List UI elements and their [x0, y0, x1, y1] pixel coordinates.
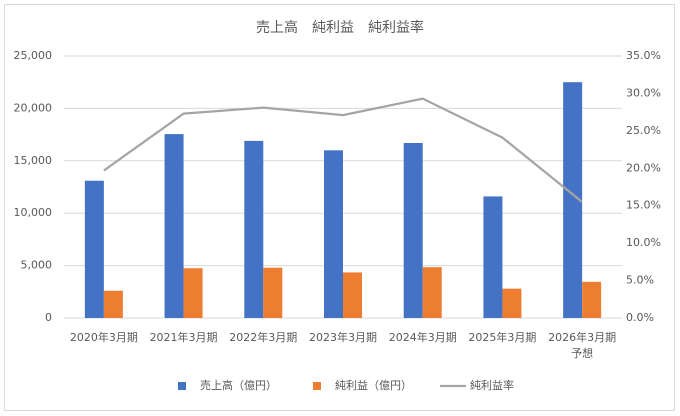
bar	[103, 290, 123, 318]
bar	[343, 272, 362, 318]
bar	[244, 140, 264, 318]
y-tick-label: 0	[45, 311, 52, 324]
bar	[164, 134, 184, 318]
line-series	[103, 97, 583, 203]
y-tick-label: 10,000	[14, 206, 53, 219]
y2-tick-label: 30.0%	[626, 86, 661, 99]
bar	[483, 196, 503, 318]
bar	[324, 150, 343, 318]
x-tick-label: 2022年3月期	[229, 331, 298, 344]
y2-tick-label: 25.0%	[626, 124, 661, 137]
x-tick-label: 2023年3月期	[309, 331, 377, 344]
y2-tick-label: 5.0%	[626, 274, 654, 287]
x-tick-label: 2021年3月期	[149, 331, 218, 344]
x-tick-label: 2026年3月期 予想	[548, 331, 617, 360]
y-tick-label: 5,000	[21, 259, 53, 272]
legend-label: 純利益率	[470, 378, 514, 392]
bar	[502, 288, 522, 318]
bar	[403, 142, 423, 318]
y-tick-label: 20,000	[14, 101, 53, 114]
bar	[563, 82, 583, 318]
legend-swatch	[313, 382, 321, 390]
x-tick-label: 2020年3月期	[69, 331, 138, 344]
bar	[183, 268, 203, 318]
y2-tick-label: 10.0%	[626, 236, 661, 249]
y2-tick-label: 0.0%	[626, 311, 654, 324]
x-tick-label: 2024年3月期	[388, 331, 457, 344]
y-tick-label: 15,000	[14, 154, 53, 167]
chart-title: 売上高 純利益 純利益率	[256, 19, 424, 36]
y-tick-label: 25,000	[14, 49, 53, 62]
legend-label: 売上高（億円）	[200, 378, 277, 392]
bar	[84, 180, 104, 318]
bar	[422, 267, 442, 318]
bar	[263, 267, 283, 318]
legend-swatch	[178, 382, 186, 390]
y2-tick-label: 35.0%	[626, 49, 661, 62]
y2-tick-label: 15.0%	[626, 199, 661, 212]
legend-label: 純利益（億円）	[335, 378, 412, 392]
bar	[582, 281, 602, 318]
y2-tick-label: 20.0%	[626, 161, 661, 174]
x-tick-label: 2025年3月期	[468, 331, 537, 344]
